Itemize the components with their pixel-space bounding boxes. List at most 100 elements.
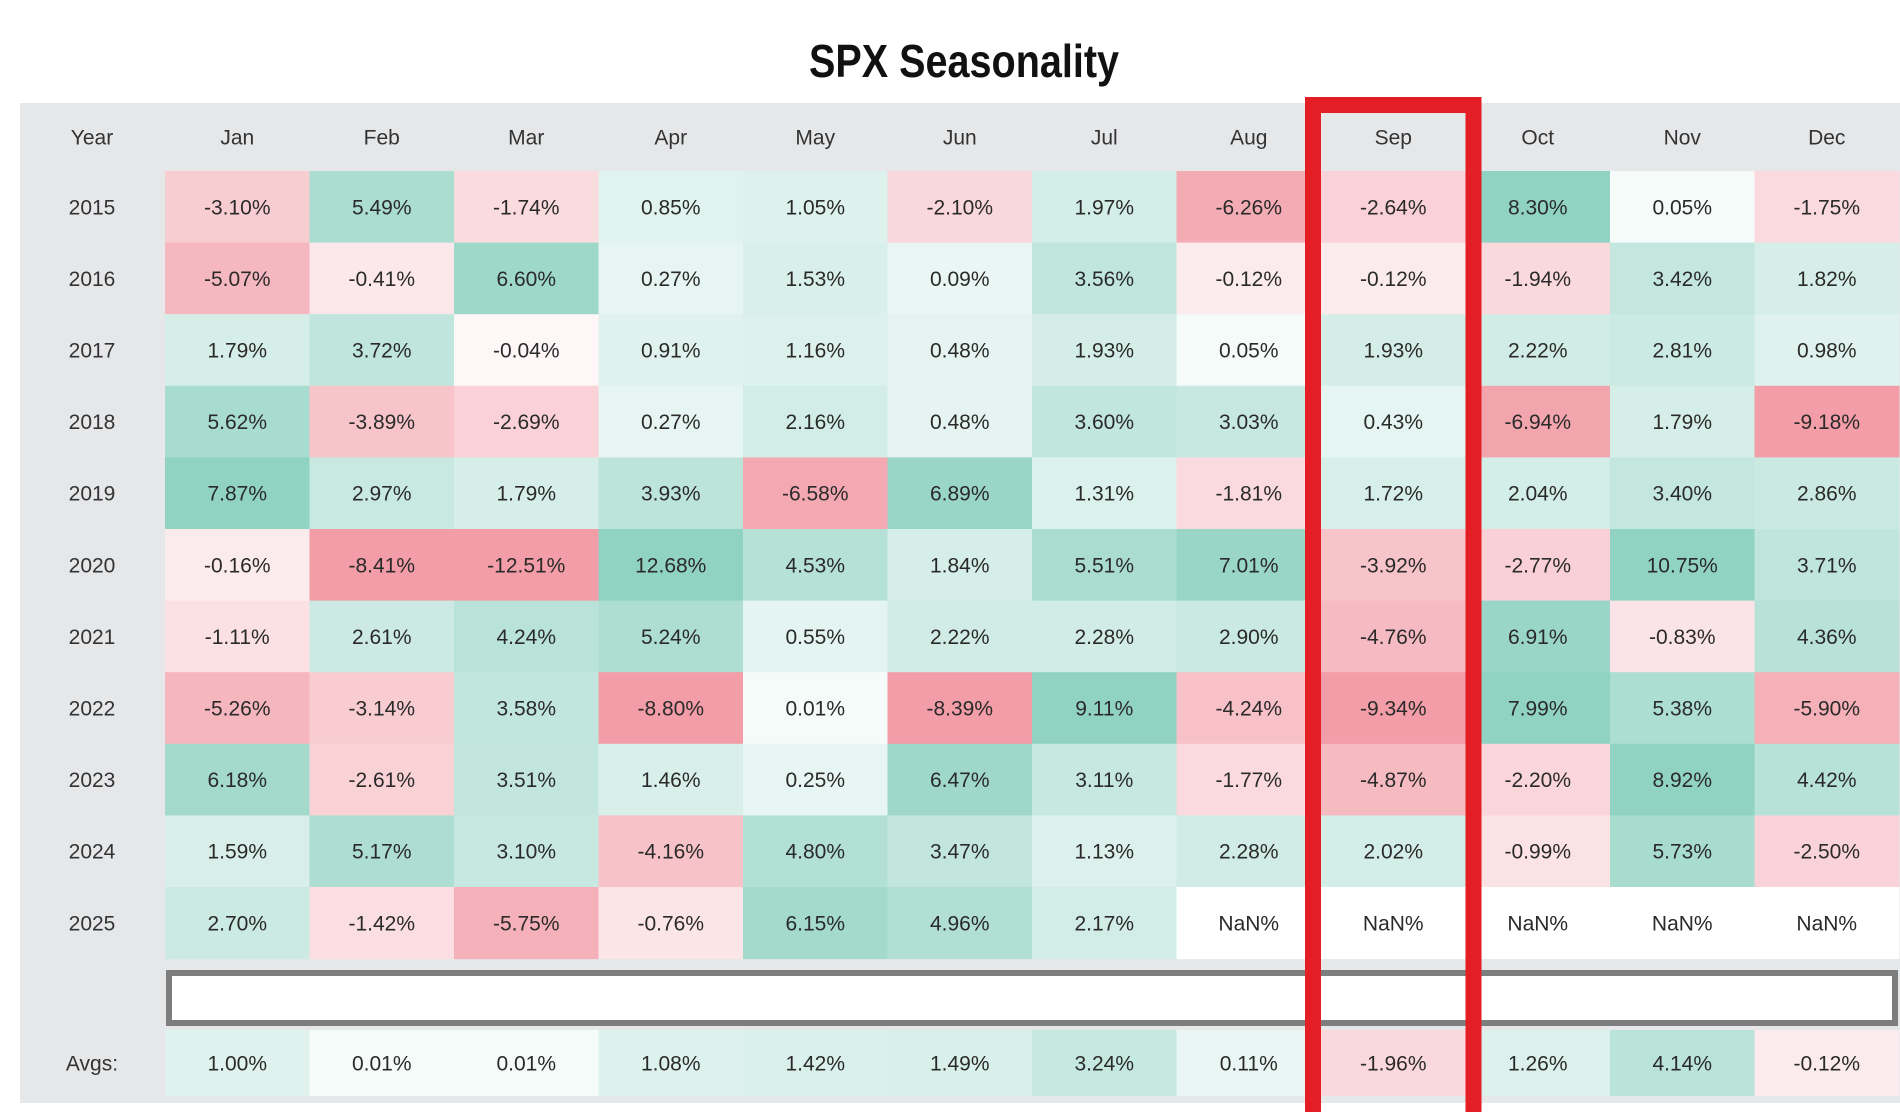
heat-cell	[1610, 171, 1755, 244]
cell-value: 3.93%	[641, 483, 701, 506]
heat-cell	[309, 314, 455, 387]
cell-value: -5.75%	[493, 912, 560, 935]
avg-cell	[743, 1030, 888, 1096]
avg-cell	[454, 1030, 599, 1096]
heat-cell	[309, 600, 455, 673]
heat-cell	[598, 242, 744, 315]
heat-cell	[598, 887, 744, 960]
cell-value: 0.55%	[785, 626, 845, 649]
cell-value: 5.73%	[1652, 841, 1712, 864]
row-label-2016: 2016	[69, 268, 116, 291]
heat-cell	[887, 815, 1033, 888]
heat-cell	[1321, 743, 1466, 816]
cell-value: 7.99%	[1508, 698, 1568, 721]
cell-value: -1.81%	[1215, 483, 1282, 506]
heat-cell	[1610, 815, 1755, 888]
heat-cell	[1032, 600, 1177, 673]
heat-cell	[309, 457, 455, 530]
cell-value: 3.47%	[930, 841, 990, 864]
cell-value: 5.51%	[1074, 554, 1134, 577]
cell-value: 0.43%	[1363, 411, 1423, 434]
cell-value: -3.92%	[1360, 554, 1427, 577]
heat-cell	[1032, 672, 1177, 745]
heat-cell	[454, 672, 599, 745]
cell-value: NaN%	[1363, 912, 1424, 935]
cell-value: 3.71%	[1797, 554, 1857, 577]
highlight-frame-sep	[1305, 97, 1482, 1112]
heat-cell	[1176, 457, 1322, 530]
cell-value: 2.61%	[352, 626, 412, 649]
avg-value: 1.08%	[641, 1053, 701, 1076]
heat-cell	[743, 529, 888, 602]
heat-cell	[309, 242, 455, 315]
cell-value: 6.47%	[930, 769, 990, 792]
chart-title: SPX Seasonality	[808, 35, 1120, 87]
cell-value: 1.31%	[1074, 483, 1134, 506]
cell-value: 2.28%	[1219, 841, 1279, 864]
cell-value: NaN%	[1218, 912, 1279, 935]
heat-cell	[1754, 815, 1900, 888]
cell-value: 1.72%	[1363, 483, 1423, 506]
header-oct: Oct	[1521, 127, 1554, 150]
heat-cell	[1176, 672, 1322, 745]
cell-value: 12.68%	[635, 554, 706, 577]
row-label-2019: 2019	[69, 483, 116, 506]
heat-cell	[454, 529, 599, 602]
heat-cell	[1032, 171, 1177, 244]
cell-value: 1.93%	[1363, 340, 1423, 363]
heat-cell	[743, 314, 888, 387]
cell-value: 5.62%	[207, 411, 267, 434]
cell-value: 1.79%	[207, 340, 267, 363]
heat-cell	[887, 457, 1033, 530]
header-aug: Aug	[1230, 127, 1267, 150]
heat-cell	[1754, 672, 1900, 745]
heat-cell	[887, 743, 1033, 816]
avg-cell	[309, 1030, 455, 1096]
cell-value: -3.89%	[348, 411, 415, 434]
header-year: Year	[71, 127, 113, 150]
cell-value: -5.26%	[204, 698, 271, 721]
cell-value: 3.40%	[1652, 483, 1712, 506]
cell-value: 1.46%	[641, 769, 701, 792]
cell-value: -4.16%	[637, 841, 704, 864]
heat-cell	[743, 672, 888, 745]
row-label-2017: 2017	[69, 340, 116, 363]
heat-cell	[743, 600, 888, 673]
heat-cell	[1465, 743, 1611, 816]
heat-cell	[454, 887, 599, 960]
heat-cell	[1465, 385, 1611, 458]
cell-value: NaN%	[1796, 912, 1857, 935]
cell-value: 1.59%	[207, 841, 267, 864]
heat-cell	[1321, 600, 1466, 673]
cell-value: -2.61%	[348, 769, 415, 792]
cell-value: 5.24%	[641, 626, 701, 649]
avg-cell	[887, 1030, 1033, 1096]
cell-value: 2.81%	[1652, 340, 1712, 363]
heat-cell	[1754, 314, 1900, 387]
cell-value: -1.75%	[1793, 196, 1860, 219]
cell-value: 1.82%	[1797, 268, 1857, 291]
avg-cell	[165, 1030, 310, 1096]
heat-cell	[1176, 314, 1322, 387]
avg-cell	[598, 1030, 744, 1096]
heat-cell	[1176, 242, 1322, 315]
row-label-2015: 2015	[69, 196, 116, 219]
row-label-2023: 2023	[69, 769, 116, 792]
cell-value: 1.84%	[930, 554, 990, 577]
cell-value: 3.58%	[496, 698, 556, 721]
cell-value: -0.04%	[493, 340, 560, 363]
heat-cell	[1176, 529, 1322, 602]
cell-value: 6.18%	[207, 769, 267, 792]
heat-cell	[887, 887, 1033, 960]
cell-value: 1.53%	[785, 268, 845, 291]
cell-value: 1.13%	[1074, 841, 1134, 864]
cell-value: 3.56%	[1074, 268, 1134, 291]
heat-cell	[165, 672, 310, 745]
cell-value: 1.97%	[1074, 196, 1134, 219]
heat-cell	[1754, 385, 1900, 458]
heat-cell	[743, 385, 888, 458]
heat-cell	[165, 600, 310, 673]
cell-value: -9.18%	[1793, 411, 1860, 434]
heat-cell	[598, 457, 744, 530]
cell-value: -8.41%	[348, 554, 415, 577]
